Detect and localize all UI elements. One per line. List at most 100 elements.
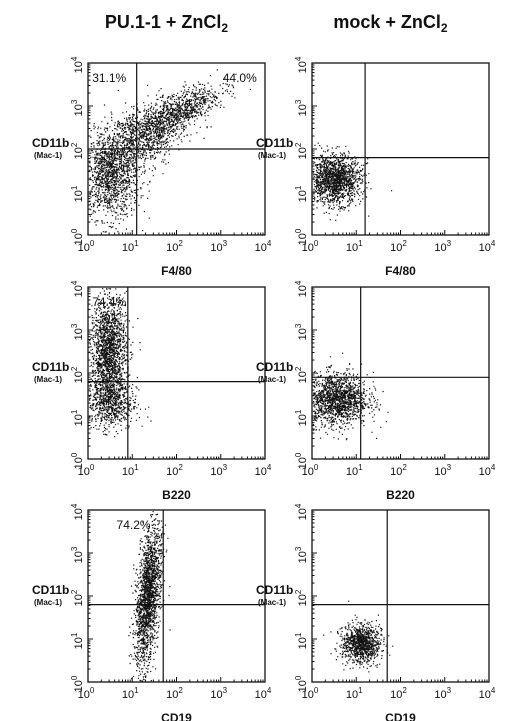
tick-base: 10 — [73, 551, 85, 563]
tick-exponent: 3 — [223, 239, 228, 248]
tick-base: 10 — [166, 689, 178, 701]
y-tick-label: 103 — [294, 546, 309, 563]
y-tick-label: 102 — [294, 142, 309, 159]
x-tick-label: 103 — [434, 686, 451, 701]
tick-exponent: 4 — [267, 686, 272, 695]
x-tick-label: 100 — [78, 686, 95, 701]
y-axis-label: CD11b — [256, 136, 293, 150]
tick-exponent: 3 — [294, 99, 303, 104]
x-tick-label: 102 — [166, 239, 183, 254]
tick-exponent: 1 — [294, 185, 303, 190]
tick-base: 10 — [297, 104, 309, 116]
y-tick-label: 104 — [294, 280, 309, 297]
tick-exponent: 0 — [314, 686, 319, 695]
y-tick-label: 101 — [294, 632, 309, 649]
y-tick-label: 102 — [294, 589, 309, 606]
x-tick-label: 103 — [210, 463, 227, 478]
tick-exponent: 0 — [70, 452, 79, 457]
quadrant-percentage: 74.4% — [92, 295, 126, 309]
tick-exponent: 0 — [90, 239, 95, 248]
tick-base: 10 — [297, 551, 309, 563]
tick-base: 10 — [297, 147, 309, 159]
x-tick-label: 103 — [434, 239, 451, 254]
x-tick-label: 104 — [255, 463, 272, 478]
tick-base: 10 — [297, 637, 309, 649]
tick-exponent: 3 — [223, 463, 228, 472]
tick-exponent: 1 — [294, 632, 303, 637]
x-tick-label: 104 — [479, 686, 496, 701]
y-tick-label: 102 — [70, 589, 85, 606]
tick-exponent: 1 — [134, 239, 139, 248]
tick-base: 10 — [73, 190, 85, 202]
tick-base: 10 — [255, 466, 267, 478]
y-tick-label: 100 — [70, 675, 85, 692]
y-axis-sublabel: (Mac-1) — [34, 598, 62, 607]
tick-base: 10 — [73, 147, 85, 159]
tick-exponent: 1 — [358, 686, 363, 695]
tick-exponent: 0 — [90, 686, 95, 695]
tick-base: 10 — [346, 466, 358, 478]
tick-exponent: 1 — [358, 239, 363, 248]
tick-base: 10 — [210, 242, 222, 254]
y-tick-label: 102 — [70, 366, 85, 383]
x-axis-label: CD19 — [161, 711, 192, 721]
plot-box — [87, 509, 266, 683]
tick-exponent: 0 — [294, 228, 303, 233]
y-axis-label: CD11b — [32, 136, 69, 150]
tick-base: 10 — [390, 689, 402, 701]
tick-exponent: 1 — [134, 463, 139, 472]
tick-exponent: 0 — [314, 463, 319, 472]
y-tick-label: 102 — [294, 366, 309, 383]
tick-base: 10 — [302, 466, 314, 478]
tick-exponent: 4 — [491, 463, 496, 472]
tick-base: 10 — [346, 689, 358, 701]
x-tick-label: 102 — [166, 686, 183, 701]
tick-exponent: 1 — [358, 463, 363, 472]
tick-exponent: 4 — [491, 239, 496, 248]
x-tick-label: 100 — [302, 686, 319, 701]
tick-exponent: 0 — [70, 675, 79, 680]
tick-exponent: 1 — [70, 632, 79, 637]
tick-base: 10 — [390, 466, 402, 478]
column-title: PU.1-1 + ZnCl2 — [105, 12, 229, 35]
y-axis-sublabel: (Mac-1) — [258, 375, 286, 384]
x-axis-label: CD19 — [385, 711, 416, 721]
tick-base: 10 — [73, 233, 85, 245]
event-dots — [88, 69, 251, 233]
tick-base: 10 — [297, 233, 309, 245]
tick-exponent: 4 — [294, 503, 303, 508]
quadrant-percentage: 31.1% — [92, 71, 126, 85]
plot-box — [311, 509, 490, 683]
event-dots — [312, 352, 389, 441]
x-tick-label: 101 — [122, 686, 139, 701]
tick-exponent: 2 — [402, 463, 407, 472]
y-tick-label: 104 — [70, 280, 85, 297]
x-tick-label: 102 — [390, 463, 407, 478]
tick-base: 10 — [73, 104, 85, 116]
x-tick-label: 100 — [302, 239, 319, 254]
y-tick-label: 100 — [294, 675, 309, 692]
tick-base: 10 — [73, 61, 85, 73]
y-axis-label: CD11b — [32, 360, 69, 374]
x-tick-label: 103 — [210, 239, 227, 254]
x-tick-label: 104 — [255, 686, 272, 701]
y-tick-label: 103 — [70, 546, 85, 563]
x-tick-label: 100 — [78, 239, 95, 254]
tick-base: 10 — [297, 680, 309, 692]
tick-base: 10 — [122, 466, 134, 478]
tick-exponent: 3 — [447, 239, 452, 248]
tick-exponent: 2 — [178, 239, 183, 248]
x-tick-label: 100 — [78, 463, 95, 478]
tick-base: 10 — [302, 689, 314, 701]
tick-exponent: 2 — [294, 366, 303, 371]
y-tick-label: 101 — [294, 185, 309, 202]
tick-base: 10 — [297, 190, 309, 202]
tick-base: 10 — [73, 328, 85, 340]
x-tick-label: 102 — [390, 239, 407, 254]
x-tick-label: 101 — [346, 239, 363, 254]
tick-exponent: 2 — [178, 463, 183, 472]
tick-base: 10 — [73, 371, 85, 383]
y-tick-label: 101 — [70, 409, 85, 426]
x-tick-label: 101 — [346, 463, 363, 478]
tick-exponent: 1 — [70, 409, 79, 414]
